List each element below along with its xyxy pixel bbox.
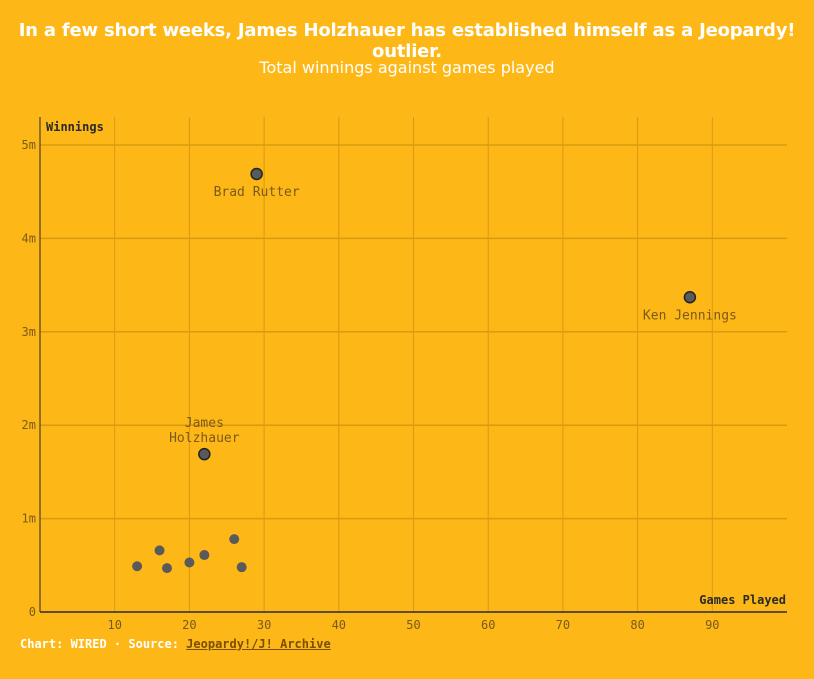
point-label: Brad Rutter [214, 185, 300, 200]
data-point [132, 561, 143, 572]
x-tick-label: 70 [556, 618, 570, 632]
x-tick-label: 40 [332, 618, 346, 632]
chart-title: In a few short weeks, James Holzhauer ha… [18, 20, 796, 62]
data-point [184, 557, 195, 568]
data-point [161, 563, 172, 574]
y-tick-label: 4m [22, 231, 36, 245]
y-tick-label: 0 [29, 605, 36, 619]
y-tick-label: 3m [22, 325, 36, 339]
y-axis-title: Winnings [46, 120, 104, 134]
x-axis-title: Games Played [699, 593, 786, 607]
credit-text: Chart: WIRED · Source: [20, 637, 187, 651]
data-point-highlight [198, 447, 211, 461]
point-label: James [185, 416, 224, 431]
y-tick-label: 1m [22, 512, 36, 526]
data-point [229, 534, 240, 545]
data-point [199, 550, 210, 561]
source-link[interactable]: Jeopardy!/J! Archive [186, 637, 331, 651]
point-label: Holzhauer [169, 431, 240, 446]
data-point [154, 545, 165, 556]
x-tick-label: 80 [630, 618, 644, 632]
data-point-highlight [683, 291, 697, 304]
x-tick-label: 20 [182, 618, 196, 632]
data-point [236, 562, 247, 573]
x-tick-label: 30 [257, 618, 271, 632]
chart-subtitle: Total winnings against games played [259, 58, 555, 77]
data-point-highlight [250, 167, 263, 181]
x-tick-label: 50 [406, 618, 420, 632]
chart-footer: Chart: WIRED · Source: Jeopardy!/J! Arch… [20, 637, 331, 651]
x-tick-label: 90 [705, 618, 719, 632]
x-tick-label: 60 [481, 618, 495, 632]
y-tick-label: 2m [22, 418, 36, 432]
y-tick-label: 5m [22, 138, 36, 152]
x-tick-label: 10 [107, 618, 121, 632]
point-label: Ken Jennings [643, 308, 737, 323]
